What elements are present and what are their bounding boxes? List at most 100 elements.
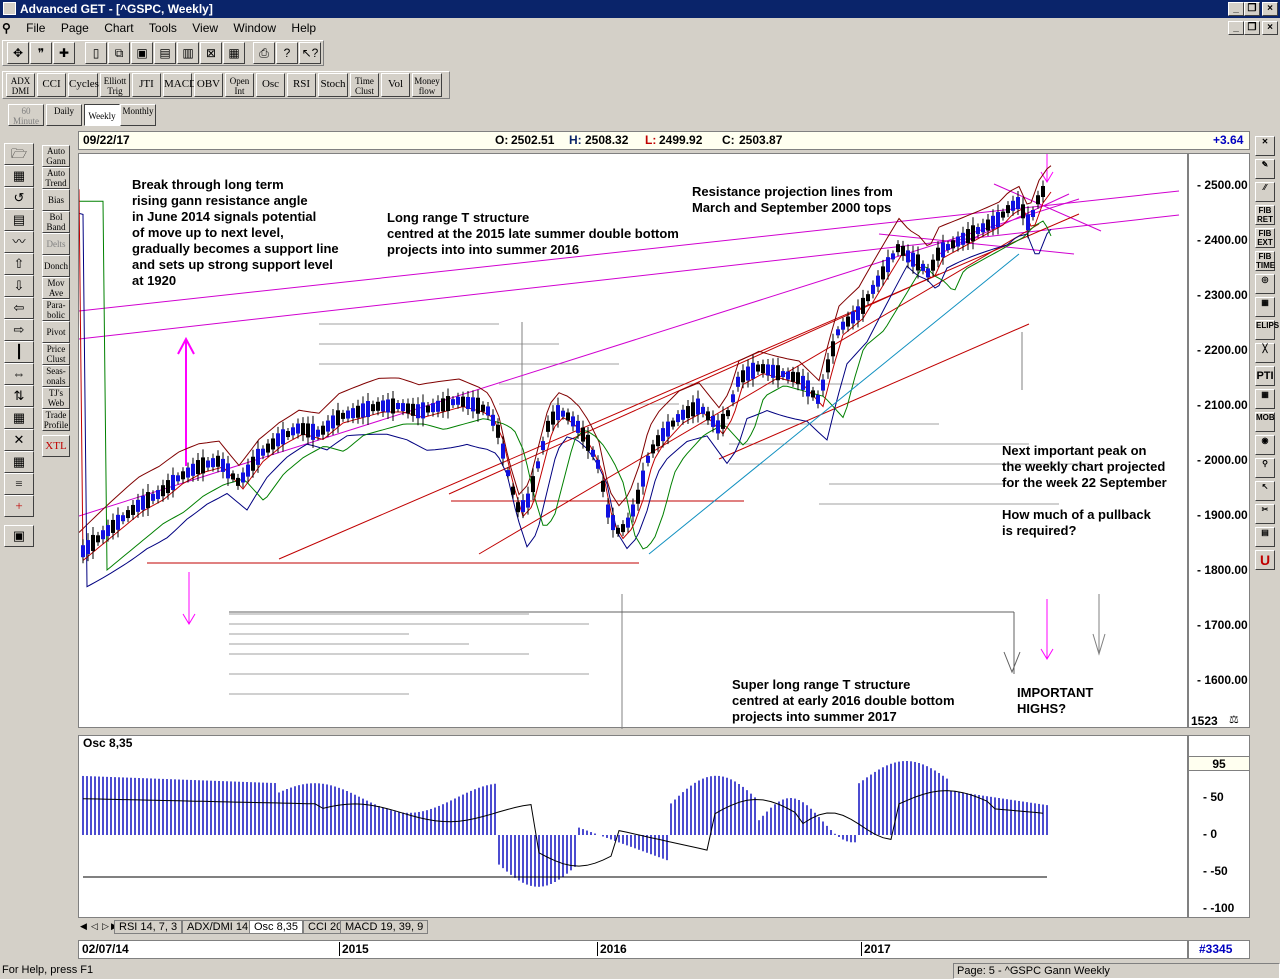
open-int-button[interactable]: Open Int — [225, 73, 254, 97]
cycles-button[interactable]: Cycles — [68, 73, 99, 97]
price-chart[interactable]: Break through long term rising gann resi… — [78, 153, 1188, 729]
oscillator-panel[interactable]: Osc 8,35 — [78, 735, 1188, 918]
menu-window[interactable]: Window — [233, 21, 277, 35]
document-icon[interactable]: ⚲ — [2, 21, 11, 35]
study-tab-4[interactable]: MACD 19, 39, 9 — [340, 920, 429, 934]
cursor-icon[interactable]: ✥ — [7, 42, 29, 64]
menu-help[interactable]: Help — [291, 21, 317, 35]
period-monthly[interactable]: Monthly — [120, 104, 156, 126]
page-icon[interactable]: ▤ — [154, 42, 176, 64]
adx-dmi-button[interactable]: ADX DMI — [6, 73, 35, 97]
edit-page-icon[interactable]: ▥ — [177, 42, 199, 64]
study-tab-2[interactable]: Osc 8,35 — [249, 920, 304, 934]
period-daily[interactable]: Daily — [46, 104, 82, 126]
lines-icon[interactable]: ✕ — [4, 429, 34, 451]
mdi-restore-button[interactable]: ❐ — [1244, 21, 1260, 35]
reset-icon[interactable]: ↺ — [4, 187, 34, 209]
menu-chart[interactable]: Chart — [104, 21, 134, 35]
crossed-lines-icon[interactable]: ╳ — [1255, 343, 1275, 363]
study-tab-0[interactable]: RSI 14, 7, 3 — [114, 920, 183, 934]
quote-icon[interactable]: ❞ — [30, 42, 52, 64]
minimize-button[interactable]: _ — [1228, 2, 1244, 16]
mdi-minimize-button[interactable]: _ — [1228, 21, 1244, 35]
tool-seas[interactable]: Seas-onals — [42, 365, 70, 387]
tool-para[interactable]: Para-bolic — [42, 299, 70, 321]
menu-view[interactable]: View — [192, 21, 219, 35]
chart-icon[interactable]: ▦ — [4, 165, 34, 187]
money-flow-button[interactable]: Money flow — [412, 73, 442, 97]
time-clust-button[interactable]: Time Clust — [350, 73, 379, 97]
tool-auto[interactable]: Auto Gann — [42, 145, 70, 167]
elips-icon[interactable]: ELIPS — [1255, 320, 1279, 340]
document-icon[interactable]: ▤ — [1255, 527, 1275, 547]
tool-delts[interactable]: Delts — [42, 233, 70, 255]
context-help-icon[interactable]: ↖? — [299, 42, 321, 64]
table-icon[interactable]: ▦ — [1255, 389, 1275, 409]
fib-time-icon[interactable]: FIB TIME — [1255, 251, 1276, 271]
folder-open-icon[interactable]: 🗁 — [4, 143, 34, 165]
study-icon[interactable]: ▤ — [4, 209, 34, 231]
study-tab-1[interactable]: ADX/DMI 14 — [182, 920, 254, 934]
grid-icon[interactable]: ▦ — [223, 42, 245, 64]
vol-button[interactable]: Vol — [381, 73, 410, 97]
cursor-icon[interactable]: ↖ — [1255, 481, 1275, 501]
delete-icon[interactable]: ⊠ — [200, 42, 222, 64]
cci-button[interactable]: CCI — [37, 73, 66, 97]
jti-button[interactable]: JTI — [132, 73, 161, 97]
zoom-icon[interactable]: ⚲ — [1255, 458, 1275, 478]
tool-tjs[interactable]: TJ's Web — [42, 387, 70, 409]
tool-trade[interactable]: Trade Profile — [42, 409, 70, 431]
bars-icon[interactable]: ┃ — [4, 341, 34, 363]
menu-page[interactable]: Page — [60, 21, 89, 35]
tool-donch[interactable]: Donch — [42, 255, 70, 277]
help-icon[interactable]: ? — [276, 42, 298, 64]
rsi-button[interactable]: RSI — [287, 73, 316, 97]
close-button[interactable]: × — [1262, 2, 1278, 16]
restore-button[interactable]: ❐ — [1244, 2, 1260, 16]
menu-file[interactable]: File — [26, 21, 46, 35]
tool-pivot[interactable]: Pivot — [42, 321, 70, 343]
grid-icon[interactable]: ▦ — [4, 407, 34, 429]
osc-button[interactable]: Osc — [256, 73, 285, 97]
tool-bias[interactable]: Bias — [42, 189, 70, 211]
channel-icon[interactable]: ⁄⁄ — [1255, 182, 1275, 202]
elliott-icon[interactable]: 〰 — [4, 231, 34, 253]
target-icon[interactable]: ◉ — [1255, 435, 1275, 455]
tab-scroll-next-icon[interactable]: ▷ — [102, 921, 109, 931]
elliott-trig-button[interactable]: Elliott Trig — [100, 73, 130, 97]
chart-window-icon[interactable]: ▣ — [131, 42, 153, 64]
gann-icon[interactable]: ▦ — [4, 451, 34, 473]
plus-icon[interactable]: + — [4, 495, 34, 517]
grid-icon[interactable]: ▦ — [1255, 297, 1275, 317]
period-60-minute[interactable]: 60 Minute — [8, 104, 44, 126]
new-file-icon[interactable]: ▯ — [85, 42, 107, 64]
fib-icon[interactable]: ≡ — [4, 473, 34, 495]
tool-mov[interactable]: Mov Ave — [42, 277, 70, 299]
arrow-down-icon[interactable]: ⇩ — [4, 275, 34, 297]
tool-xtl[interactable]: XTL — [42, 435, 70, 457]
stoch-button[interactable]: Stoch — [318, 73, 348, 97]
print-icon[interactable]: ⎙ — [253, 42, 275, 64]
tools-icon[interactable]: ✂ — [1255, 504, 1275, 524]
crosshair-icon[interactable]: ✚ — [53, 42, 75, 64]
zoom-icon[interactable]: ⇅ — [4, 385, 34, 407]
arrow-up-icon[interactable]: ⇧ — [4, 253, 34, 275]
tab-scroll-first-icon[interactable]: ◀ — [80, 921, 87, 931]
pencil-icon[interactable]: ✎ — [1255, 159, 1275, 179]
tab-scroll-prev-icon[interactable]: ◁ — [91, 921, 98, 931]
mdi-close-button[interactable]: × — [1262, 21, 1278, 35]
scale-icon[interactable]: ⚖ — [1229, 714, 1239, 726]
arrow-left-icon[interactable]: ⇦ — [4, 297, 34, 319]
period-weekly[interactable]: Weekly — [84, 104, 120, 126]
properties-icon[interactable]: ▣ — [4, 525, 34, 547]
obv-button[interactable]: OBV — [194, 73, 223, 97]
split-icon[interactable]: ⇔ — [4, 363, 34, 385]
tool-auto[interactable]: Auto Trend — [42, 167, 70, 189]
fib-circle-icon[interactable]: ◎ — [1255, 274, 1275, 294]
fib-ret-icon[interactable]: FIB RET — [1255, 205, 1275, 225]
fib-ext-icon[interactable]: FIB EXT — [1255, 228, 1275, 248]
macd-button[interactable]: MACD — [163, 73, 197, 97]
tool-price[interactable]: Price Clust — [42, 343, 70, 365]
tool-bol[interactable]: Bol Band — [42, 211, 70, 233]
close-chart-icon[interactable]: ✕ — [1255, 136, 1275, 156]
